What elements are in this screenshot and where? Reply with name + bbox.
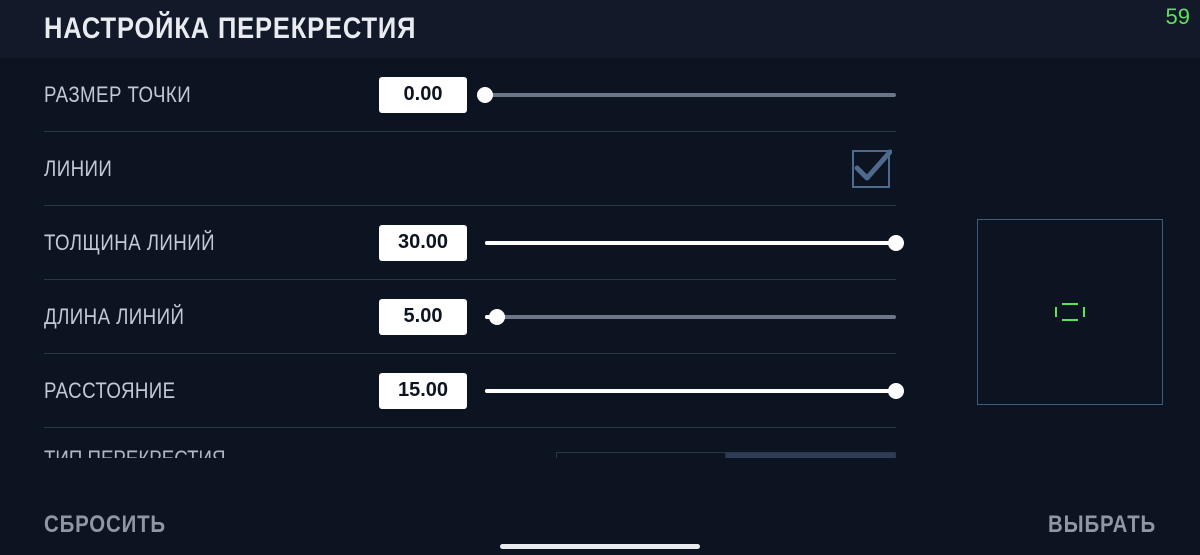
settings-panel: РАЗМЕР ТОЧКИ 0.00 ЛИНИИ ТОЛЩИНА ЛИНИЙ 30…	[0, 58, 940, 495]
label-type: ТИП ПЕРЕКРЕСТИЯ	[44, 446, 225, 458]
row-thickness: ТОЛЩИНА ЛИНИЙ 30.00	[44, 206, 896, 280]
slider-thumb-icon[interactable]	[888, 235, 904, 251]
row-dot-size: РАЗМЕР ТОЧКИ 0.00	[44, 58, 896, 132]
label-dot-size: РАЗМЕР ТОЧКИ	[44, 82, 329, 108]
header: НАСТРОЙКА ПЕРЕКРЕСТИЯ	[0, 0, 1200, 58]
seg-option[interactable]	[726, 452, 896, 458]
value-dot-size: 0.00	[379, 77, 467, 113]
label-thickness: ТОЛЩИНА ЛИНИЙ	[44, 230, 329, 256]
fps-counter: 59	[1166, 4, 1190, 30]
slider-distance[interactable]	[485, 373, 896, 409]
slider-thumb-icon[interactable]	[888, 383, 904, 399]
segmented-type[interactable]	[556, 452, 896, 458]
checkmark-icon	[852, 146, 892, 186]
select-button[interactable]: ВЫБРАТЬ	[1048, 511, 1156, 539]
home-indicator[interactable]	[500, 544, 700, 549]
label-length: ДЛИНА ЛИНИЙ	[44, 304, 329, 330]
crosshair-icon	[1055, 303, 1085, 321]
main: РАЗМЕР ТОЧКИ 0.00 ЛИНИИ ТОЛЩИНА ЛИНИЙ 30…	[0, 58, 1200, 495]
page-title: НАСТРОЙКА ПЕРЕКРЕСТИЯ	[44, 12, 416, 46]
slider-length[interactable]	[485, 299, 896, 335]
row-type-partial: ТИП ПЕРЕКРЕСТИЯ	[44, 428, 896, 458]
slider-thumb-icon[interactable]	[477, 87, 493, 103]
value-length: 5.00	[379, 299, 467, 335]
seg-option[interactable]	[556, 452, 726, 458]
row-lines: ЛИНИИ	[44, 132, 896, 206]
slider-thumb-icon[interactable]	[489, 309, 505, 325]
value-thickness: 30.00	[379, 225, 467, 261]
row-distance: РАССТОЯНИЕ 15.00	[44, 354, 896, 428]
label-lines: ЛИНИИ	[44, 156, 329, 182]
slider-dot-size[interactable]	[485, 77, 896, 113]
reset-button[interactable]: СБРОСИТЬ	[44, 511, 166, 539]
value-distance: 15.00	[379, 373, 467, 409]
crosshair-preview	[977, 219, 1163, 405]
checkbox-lines[interactable]	[852, 150, 890, 188]
label-distance: РАССТОЯНИЕ	[44, 378, 329, 404]
slider-thickness[interactable]	[485, 225, 896, 261]
row-length: ДЛИНА ЛИНИЙ 5.00	[44, 280, 896, 354]
preview-column	[940, 58, 1200, 495]
